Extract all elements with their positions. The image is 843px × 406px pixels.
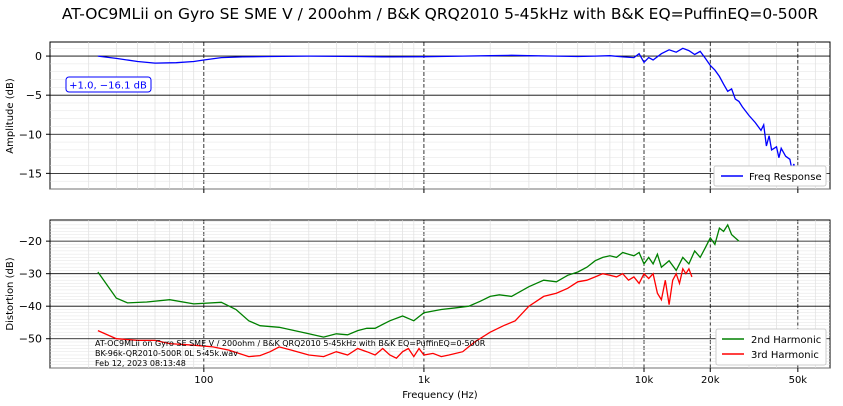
file-info-line-1: AT-OC9MLii on Gyro SE SME V / 200ohm / B…: [95, 339, 486, 348]
amplitude-y-ticks: 0 −5 −10 −15: [19, 50, 50, 180]
y-tick-label: −10: [19, 128, 42, 141]
file-info-line-2: BK-96k-QR2010-500R 0L 5-45k.wav: [95, 349, 238, 358]
y-tick-label: −40: [19, 300, 42, 313]
x-tick-label: 10k: [635, 375, 654, 386]
x-tick-label: 100: [194, 375, 213, 386]
amplitude-x-ticks: [203, 189, 799, 193]
legend-label-freq-response: Freq Response: [749, 172, 822, 183]
cursor-readout: +1.0, −16.1 dB: [65, 76, 152, 93]
amplitude-grid: [50, 42, 830, 190]
distortion-y-axis-label: Distortion (dB): [5, 257, 16, 330]
third-harmonic-line: [97, 267, 693, 359]
file-info-line-3: Feb 12, 2023 08:13:48: [95, 359, 186, 368]
distortion-panel: −20 −30 −40 −50 100 1k 10k 20k 50k AT-OC9MLii o…: [5, 219, 831, 401]
chart-title: AT-OC9MLii on Gyro SE SME V / 200ohm / B…: [62, 5, 819, 23]
y-tick-label: 0: [35, 50, 42, 63]
distortion-y-ticks: −20 −30 −40 −50: [19, 235, 50, 346]
freq-response-line: [97, 47, 799, 180]
cursor-readout-text: +1.0, −16.1 dB: [69, 81, 147, 92]
x-tick-label: 50k: [789, 375, 808, 386]
x-tick-label: 20k: [701, 375, 720, 386]
x-tick-label: 1k: [418, 375, 430, 386]
y-tick-label: −20: [19, 235, 42, 248]
amplitude-panel: 0 −5 −10 −15 +1.0, −16.1 dB Freq Response A…: [5, 41, 831, 193]
amplitude-legend: Freq Response: [713, 165, 827, 187]
y-tick-label: −30: [19, 268, 42, 281]
y-tick-label: −15: [19, 167, 42, 180]
legend-label-2nd-harmonic: 2nd Harmonic: [751, 335, 821, 346]
second-harmonic-line: [97, 223, 740, 338]
amplitude-y-axis-label: Amplitude (dB): [5, 78, 16, 154]
y-tick-label: −5: [26, 89, 42, 102]
legend-label-3rd-harmonic: 3rd Harmonic: [751, 350, 819, 361]
distortion-legend: 2nd Harmonic 3rd Harmonic: [715, 328, 827, 366]
distortion-x-ticks: 100 1k 10k 20k 50k: [194, 368, 807, 386]
y-tick-label: −50: [19, 333, 42, 346]
file-info-note: AT-OC9MLii on Gyro SE SME V / 200ohm / B…: [95, 339, 486, 368]
x-axis-label: Frequency (Hz): [402, 390, 478, 401]
